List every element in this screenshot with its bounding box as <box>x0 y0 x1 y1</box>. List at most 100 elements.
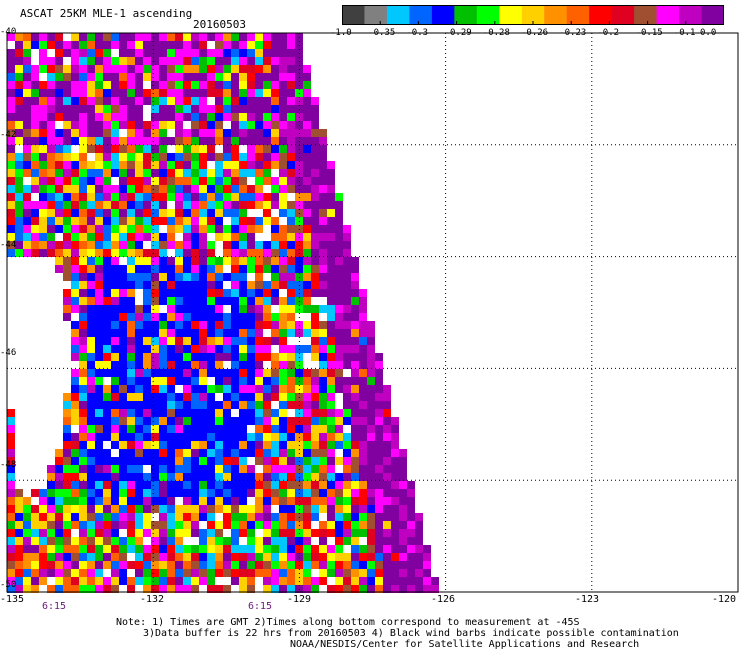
swath-cell <box>95 345 103 353</box>
swath-cell <box>271 345 279 353</box>
swath-cell <box>191 105 199 113</box>
swath-cell <box>255 529 263 537</box>
swath-cell <box>23 121 31 129</box>
swath-cell <box>47 529 55 537</box>
swath-cell <box>207 153 215 161</box>
swath-cell <box>199 185 207 193</box>
swath-cell <box>143 465 151 473</box>
swath-cell <box>263 561 271 569</box>
swath-cell <box>103 361 111 369</box>
swath-cell <box>63 97 71 105</box>
swath-cell <box>143 209 151 217</box>
swath-cell <box>87 569 95 577</box>
swath-cell <box>303 417 311 425</box>
swath-cell <box>247 289 255 297</box>
swath-cell <box>303 513 311 521</box>
lon-label-129: -129 <box>287 594 312 605</box>
swath-cell <box>231 241 239 249</box>
swath-cell <box>383 529 391 537</box>
swath-cell <box>191 297 199 305</box>
swath-cell <box>159 97 167 105</box>
swath-cell <box>287 289 295 297</box>
swath-cell <box>119 585 127 593</box>
swath-cell <box>271 377 279 385</box>
swath-cell <box>279 49 287 57</box>
swath-cell <box>127 289 135 297</box>
swath-cell <box>7 585 15 593</box>
swath-cell <box>39 585 47 593</box>
swath-cell <box>215 433 223 441</box>
swath-cell <box>55 529 63 537</box>
swath-cell <box>255 57 263 65</box>
swath-cell <box>47 185 55 193</box>
swath-cell <box>271 441 279 449</box>
swath-cell <box>247 329 255 337</box>
swath-cell <box>103 113 111 121</box>
swath-cell <box>231 233 239 241</box>
swath-cell <box>247 297 255 305</box>
swath-cell <box>55 265 63 273</box>
swath-cell <box>143 193 151 201</box>
swath-cell <box>383 553 391 561</box>
swath-cell <box>391 537 399 545</box>
swath-cell <box>79 345 87 353</box>
swath-cell <box>183 505 191 513</box>
swath-cell <box>247 545 255 553</box>
swath-cell <box>23 105 31 113</box>
swath-cell <box>207 433 215 441</box>
swath-cell <box>311 585 319 593</box>
lat-label-44: -44 <box>0 240 17 250</box>
swath-cell <box>247 473 255 481</box>
swath-cell <box>215 465 223 473</box>
swath-cell <box>287 409 295 417</box>
swath-cell <box>247 41 255 49</box>
swath-cell <box>103 145 111 153</box>
swath-cell <box>111 353 119 361</box>
swath-cell <box>375 385 383 393</box>
swath-cell <box>239 265 247 273</box>
swath-cell <box>135 201 143 209</box>
swath-cell <box>135 409 143 417</box>
swath-cell <box>199 369 207 377</box>
swath-cell <box>247 513 255 521</box>
swath-cell <box>263 329 271 337</box>
swath-cell <box>215 481 223 489</box>
swath-cell <box>87 289 95 297</box>
swath-cell <box>303 265 311 273</box>
swath-cell <box>79 193 87 201</box>
swath-cell <box>15 489 23 497</box>
swath-cell <box>183 73 191 81</box>
swath-cell <box>199 209 207 217</box>
swath-cell <box>15 513 23 521</box>
swath-cell <box>15 553 23 561</box>
swath-cell <box>319 393 327 401</box>
swath-cell <box>255 545 263 553</box>
swath-cell <box>247 273 255 281</box>
swath-cell <box>303 369 311 377</box>
swath-cell <box>167 489 175 497</box>
swath-cell <box>263 185 271 193</box>
swath-cell <box>95 425 103 433</box>
swath-cell <box>159 113 167 121</box>
swath-cell <box>127 417 135 425</box>
swath-cell <box>103 161 111 169</box>
swath-cell <box>87 41 95 49</box>
swath-cell <box>127 385 135 393</box>
swath-cell <box>7 233 15 241</box>
swath-cell <box>287 425 295 433</box>
swath-cell <box>167 265 175 273</box>
swath-cell <box>111 289 119 297</box>
swath-cell <box>199 129 207 137</box>
swath-cell <box>271 161 279 169</box>
swath-cell <box>191 233 199 241</box>
swath-cell <box>223 441 231 449</box>
swath-cell <box>111 81 119 89</box>
swath-cell <box>271 537 279 545</box>
swath-cell <box>407 569 415 577</box>
swath-cell <box>63 113 71 121</box>
swath-cell <box>63 465 71 473</box>
swath-cell <box>207 449 215 457</box>
swath-cell <box>343 417 351 425</box>
swath-cell <box>79 353 87 361</box>
swath-cell <box>79 361 87 369</box>
